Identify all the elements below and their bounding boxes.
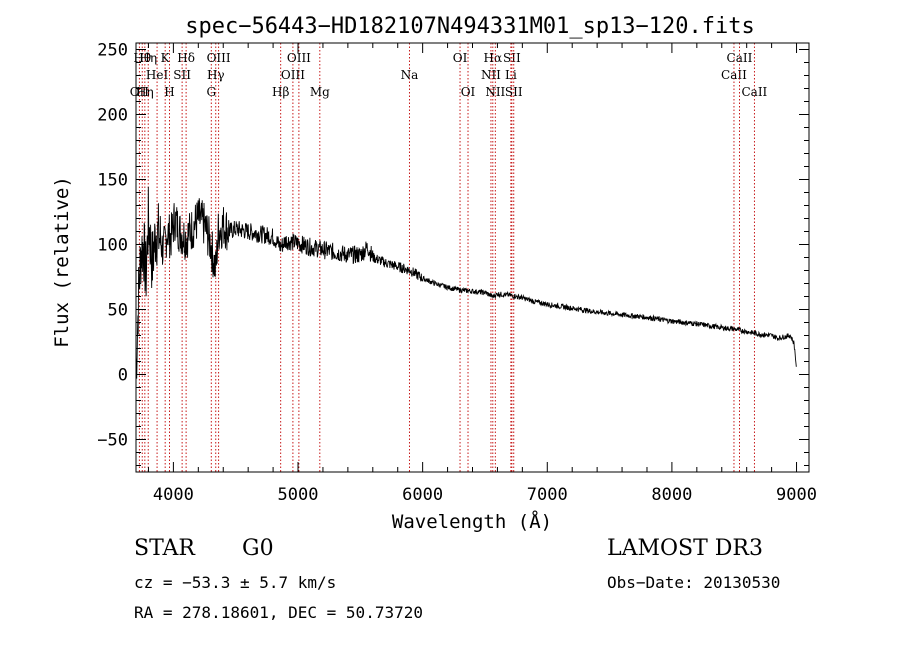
x-tick-label: 8000 [651,485,692,505]
x-tick-label: 6000 [402,485,443,505]
axis-ticks [136,43,809,472]
spectral-line-label: CaII [741,85,767,99]
spectral-line-label: OIII [287,51,311,65]
spectral-line-label: Hη [136,85,154,99]
x-tick-label: 5000 [278,485,319,505]
y-tick-label: 0 [118,366,128,386]
spectral-line-label: OIII [281,68,305,82]
spectral-line-label: HeI [146,68,169,82]
spectral-line-label: Mg [310,85,330,99]
spectral-line-label: K [161,51,171,65]
y-tick-label: 250 [97,41,128,61]
x-axis-label: Wavelength (Å) [392,510,552,533]
spectral-line-label: Hβ [272,85,289,99]
y-tick-label: −50 [97,431,128,451]
chart-title: spec−56443−HD182107N494331M01_sp13−120.f… [185,14,755,39]
spectral-line-label: Hα [484,51,503,65]
spectral-line-label: SII [505,85,523,99]
spectral-line-label: OI [453,51,468,65]
spectrum-line [135,186,797,379]
y-tick-label: 150 [97,171,128,191]
spectral-line-label: Hδ [177,51,195,65]
spectral-line-label: SII [503,51,521,65]
object-class: STAR [134,536,195,561]
plot-frame [135,42,810,473]
spectral-line-label: Hγ [207,68,225,82]
spectral-line-label: CaII [727,51,753,65]
object-subclass: G0 [242,536,274,561]
y-tick-label: 200 [97,106,128,126]
x-tick-label: 4000 [153,485,194,505]
spectral-line-label: NII [485,85,505,99]
spectrum-series [135,186,797,379]
spectral-line-label: SII [173,68,191,82]
spectral-line-label: Hθ [133,51,151,65]
y-tick-label: 100 [97,236,128,256]
survey-name: LAMOST DR3 [607,536,763,561]
y-axis-label: Flux (relative) [51,176,73,348]
observation-date: Obs−Date: 20130530 [607,573,781,592]
spectral-line-label: OI [461,85,476,99]
spectral-line-label: H [164,85,174,99]
spectral-line-label: Hη [139,51,157,65]
redshift-cz: cz = −53.3 ± 5.7 km/s [134,573,337,592]
x-tick-label: 9000 [776,485,817,505]
spectral-line-label: OIII [207,51,231,65]
axis-tick-labels: 4000 5000 6000 7000 8000 9000 −50 0 50 100 150 200 2… [97,41,817,506]
x-tick-label: 7000 [527,485,568,505]
spectral-line-label: NII [481,68,501,82]
spectral-line-label: OII [130,85,150,99]
spectral-line-label: Na [401,68,419,82]
spectral-line-markers: OIIHθHηHηHeIKHSIIHδGHγOIIIHβOIIIOIIIMgNa… [130,43,768,472]
spectral-line-label: G [206,85,216,99]
y-tick-label: 50 [108,301,128,321]
spectral-line-label: CaII [721,68,747,82]
coordinates: RA = 278.18601, DEC = 50.73720 [134,603,423,622]
spectral-line-label: Li [505,68,517,82]
